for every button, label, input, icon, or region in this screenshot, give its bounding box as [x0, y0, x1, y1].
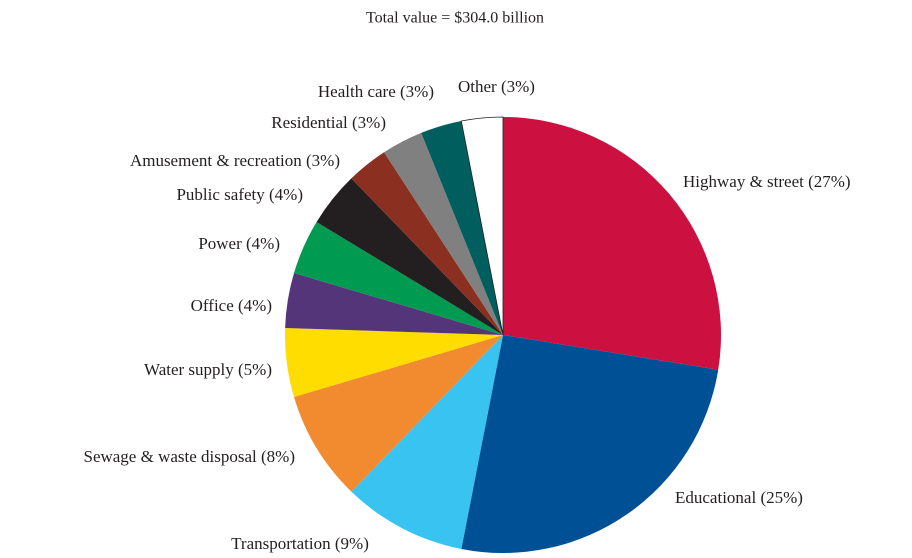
category-name: Residential [271, 113, 348, 132]
category-name: Sewage & waste disposal [83, 447, 257, 466]
pie-slice [460, 116, 504, 336]
value-label: (3%) [306, 151, 340, 170]
slice-label: Health care (3%) [318, 82, 434, 101]
pie-slice [351, 335, 503, 549]
pie-slice [351, 152, 503, 335]
category-name: Public safety [176, 185, 265, 204]
pie-slice [285, 328, 503, 398]
pie-slice [294, 221, 503, 335]
category-name: Amusement & recreation [130, 151, 302, 170]
value-label: (4%) [238, 296, 272, 315]
value-label: (8%) [261, 447, 295, 466]
slice-label: Transportation (9%) [231, 534, 369, 553]
slice-label: Office (4%) [191, 296, 272, 315]
category-name: Highway & street [683, 172, 804, 191]
pie-slice [421, 121, 503, 335]
category-name: Water supply [144, 360, 234, 379]
slice-label: Educational (25%) [675, 488, 803, 507]
slice-label: Highway & street (27%) [683, 172, 851, 191]
pie-slice [503, 117, 721, 370]
slice-label: Water supply (5%) [144, 360, 272, 379]
pie-slice [294, 335, 503, 492]
value-label: (4%) [269, 185, 303, 204]
category-name: Other [458, 77, 501, 96]
value-label: (25%) [760, 488, 802, 507]
pie-slice [384, 132, 503, 335]
value-label: (3%) [352, 113, 386, 132]
value-label: (3%) [501, 77, 535, 96]
value-label: (4%) [246, 234, 280, 253]
category-name: Health care [318, 82, 396, 101]
pie-slice [316, 178, 503, 335]
slice-label: Sewage & waste disposal (8%) [83, 447, 295, 466]
slice-label: Power (4%) [198, 234, 280, 253]
value-label: (27%) [808, 172, 850, 191]
category-name: Educational [675, 488, 756, 507]
value-label: (9%) [335, 534, 369, 553]
category-name: Office [191, 296, 234, 315]
pie-slice [285, 272, 503, 335]
value-label: (3%) [400, 82, 434, 101]
pie-slice [461, 335, 719, 553]
slice-label: Amusement & recreation (3%) [130, 151, 340, 170]
category-name: Transportation [231, 534, 331, 553]
slice-label: Residential (3%) [271, 113, 386, 132]
slice-label: Other (3%) [458, 77, 535, 96]
chart-title: Total value = $304.0 billion [366, 10, 544, 27]
slice-label: Public safety (4%) [176, 185, 303, 204]
category-name: Power [198, 234, 242, 253]
value-label: (5%) [238, 360, 272, 379]
